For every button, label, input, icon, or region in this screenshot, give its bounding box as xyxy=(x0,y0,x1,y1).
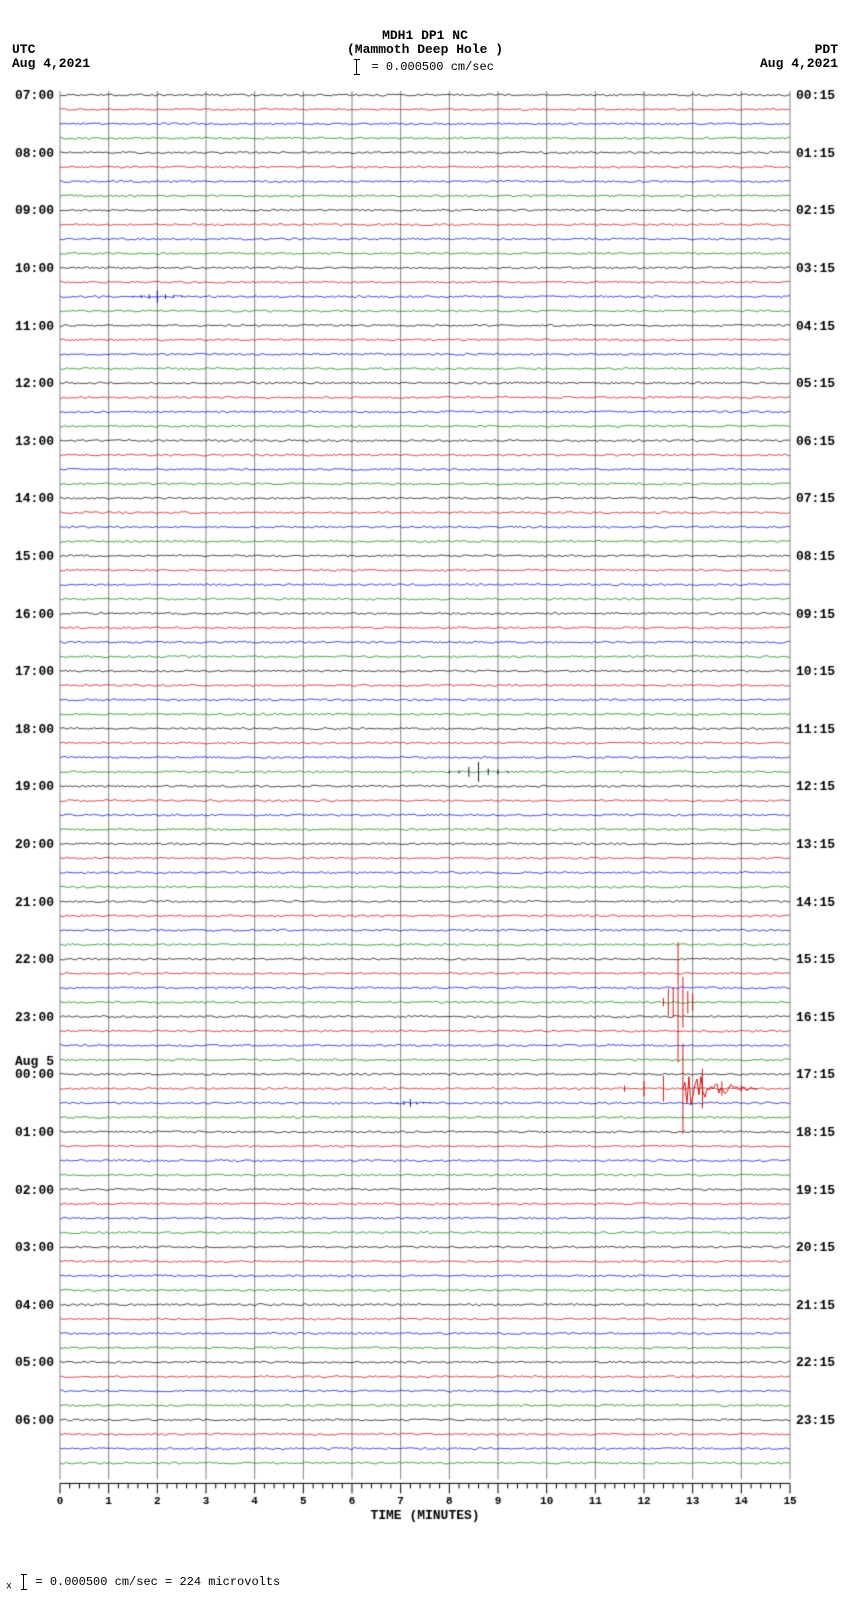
chart-header: MDH1 DP1 NC (Mammoth Deep Hole ) = 0.000… xyxy=(0,0,850,85)
seismogram-plot xyxy=(0,85,850,1565)
seismogram-canvas xyxy=(0,85,850,1565)
station-title: MDH1 DP1 NC xyxy=(0,28,850,43)
scale-text: = 0.000500 cm/sec xyxy=(371,60,493,74)
footer-text: = 0.000500 cm/sec = 224 microvolts xyxy=(35,1575,280,1589)
tz-right-label: PDT xyxy=(815,42,838,57)
tz-left-label: UTC xyxy=(12,42,35,57)
scale-indicator: = 0.000500 cm/sec xyxy=(0,60,850,74)
footer-scale: x = 0.000500 cm/sec = 224 microvolts xyxy=(0,1565,850,1593)
date-left-label: Aug 4,2021 xyxy=(12,56,90,71)
date-right-label: Aug 4,2021 xyxy=(760,56,838,71)
station-subtitle: (Mammoth Deep Hole ) xyxy=(0,42,850,57)
